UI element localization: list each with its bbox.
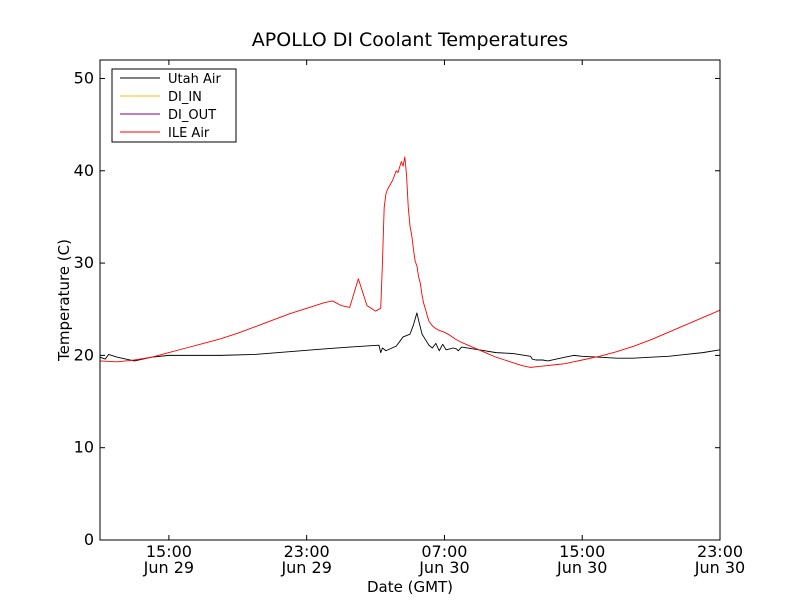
x-tick-date-label: Jun 30 [694,558,745,577]
y-axis: 0 10 20 30 40 50 [74,68,720,549]
y-tick-label: 50 [74,68,94,87]
y-tick-label: 20 [74,345,94,364]
x-tick-time-label: 15:00 [146,542,192,561]
x-tick-date-label: Jun 29 [280,558,331,577]
y-tick-label: 40 [74,161,94,180]
y-tick-label: 10 [74,438,94,457]
legend-box [111,68,237,143]
x-tick-date-label: Jun 30 [418,558,469,577]
x-tick-time-label: 23:00 [284,542,330,561]
legend-label: DI_IN [168,90,202,105]
y-tick-label: 30 [74,253,94,272]
legend-label: ILE Air [168,126,210,141]
chart-title: APOLLO DI Coolant Temperatures [252,29,568,51]
series-line-0 [99,312,721,362]
x-tick-date-label: Jun 29 [143,558,194,577]
legend: Utah Air DI_IN DI_OUT ILE Air [111,68,237,143]
plot-frame [99,59,721,541]
series-line-3 [99,156,721,368]
legend-label: Utah Air [168,72,221,87]
x-tick-time-label: 15:00 [559,542,605,561]
y-tick-label: 0 [84,530,94,549]
x-axis-label: Date (GMT) [367,578,453,596]
x-tick-time-label: 07:00 [421,542,467,561]
plot-lines [99,156,721,368]
y-axis-label: Temperature (C) [55,239,73,362]
legend-label: DI_OUT [168,108,216,123]
legend-items: Utah Air DI_IN DI_OUT ILE Air [120,72,221,141]
x-tick-date-label: Jun 30 [556,558,607,577]
x-tick-time-label: 23:00 [697,542,743,561]
